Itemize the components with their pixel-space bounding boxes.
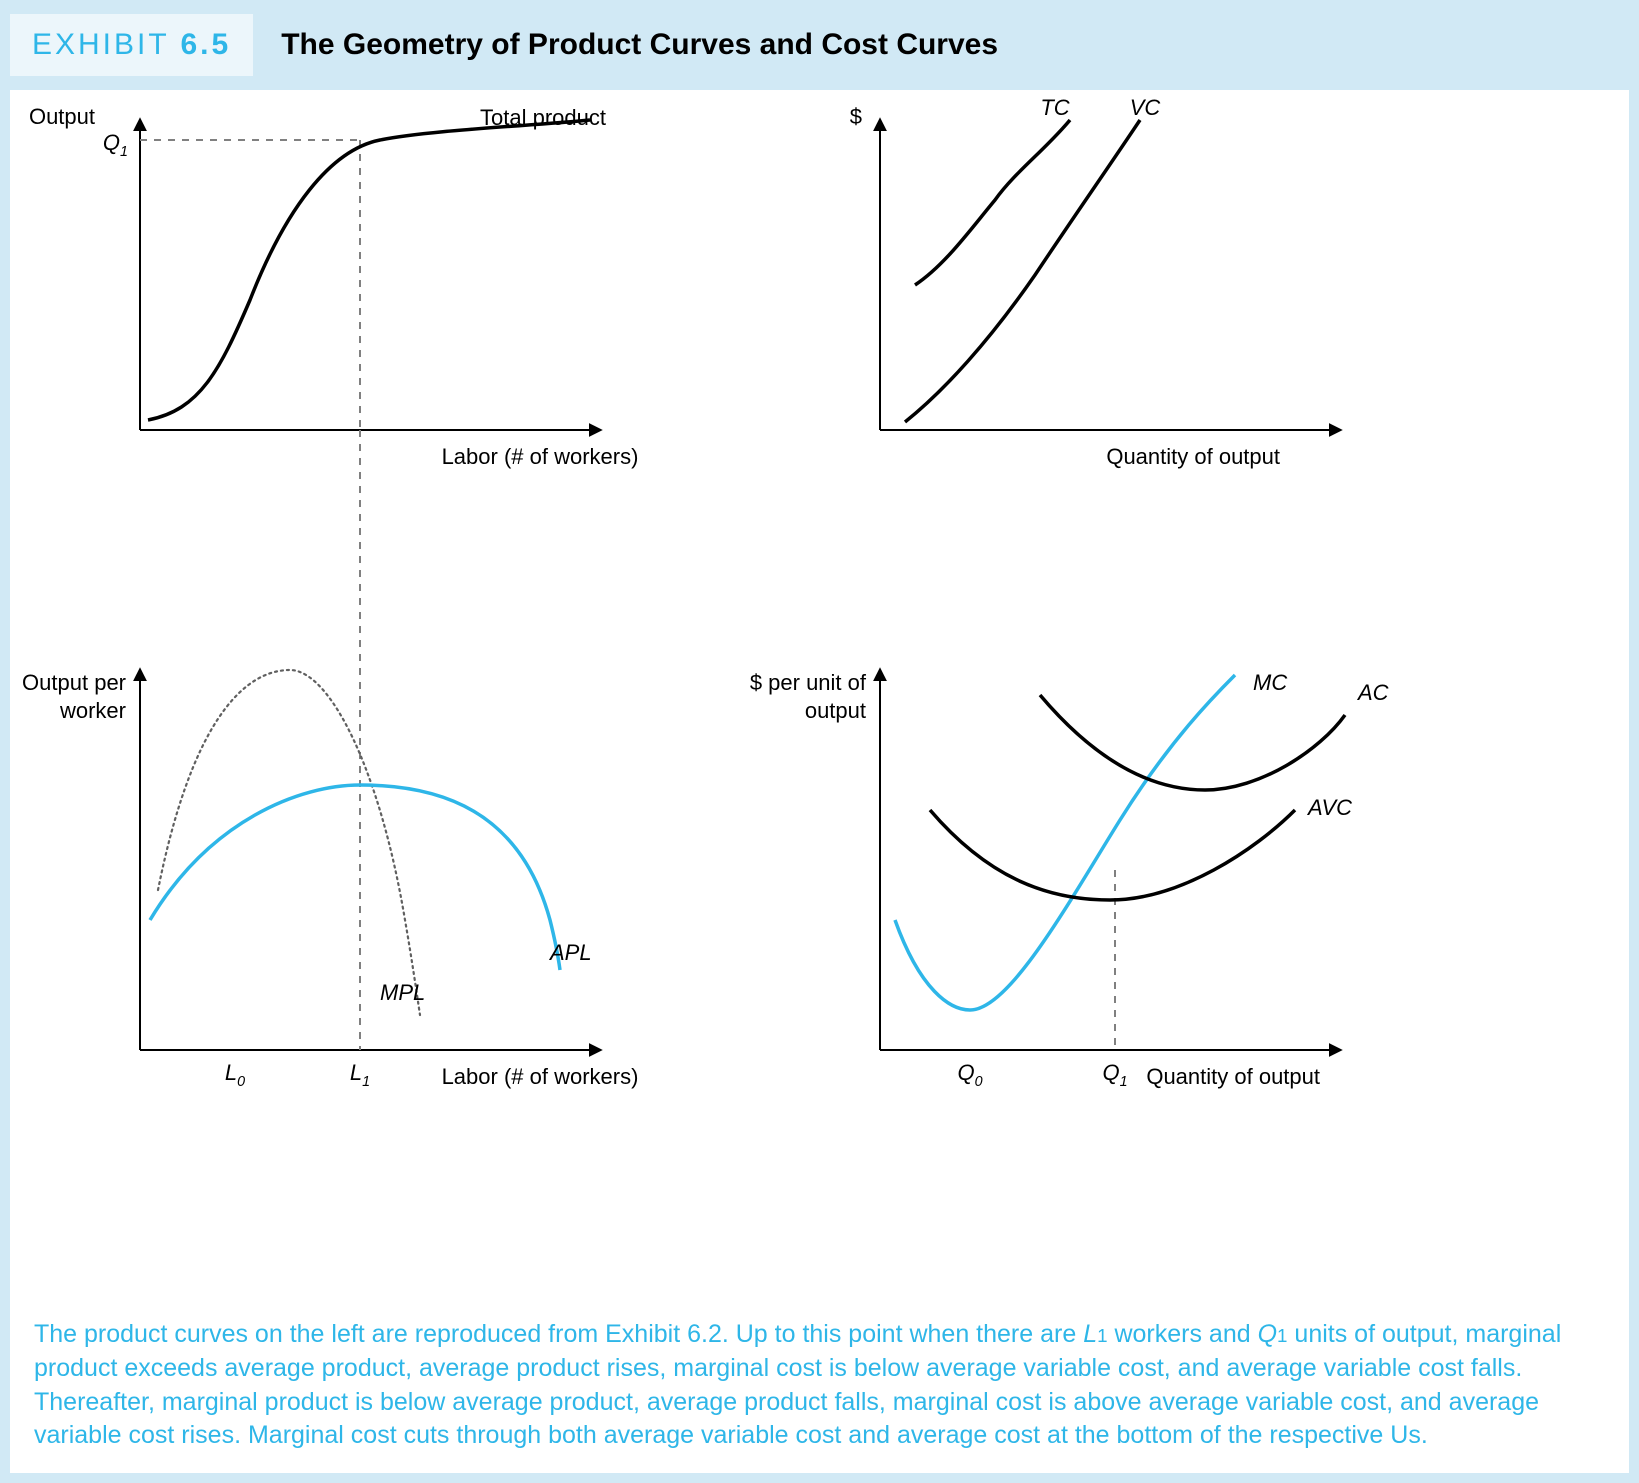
exhibit-badge: EXHIBIT 6.5: [10, 14, 253, 76]
exhibit-title: The Geometry of Product Curves and Cost …: [281, 28, 998, 62]
svg-text:output: output: [805, 698, 866, 723]
svg-text:L1: L1: [350, 1060, 370, 1090]
svg-text:MPL: MPL: [380, 980, 425, 1005]
svg-text:APL: APL: [548, 940, 592, 965]
svg-text:AC: AC: [1356, 680, 1389, 705]
svg-text:MC: MC: [1253, 670, 1287, 695]
svg-text:Total product: Total product: [480, 105, 606, 130]
svg-text:Output: Output: [29, 104, 95, 129]
exhibit-header: EXHIBIT 6.5 The Geometry of Product Curv…: [10, 10, 1629, 80]
svg-text:Output per: Output per: [22, 670, 126, 695]
svg-text:worker: worker: [59, 698, 126, 723]
svg-text:Q1: Q1: [103, 130, 128, 160]
figure-svg: Output Q1 Labor (# of workers) Total produc…: [10, 90, 1629, 1290]
svg-text:Labor (# of workers): Labor (# of workers): [442, 444, 639, 469]
svg-text:Quantity of output: Quantity of output: [1106, 444, 1280, 469]
exhibit-prefix: EXHIBIT: [32, 28, 169, 61]
svg-text:L0: L0: [225, 1060, 245, 1090]
svg-text:AVC: AVC: [1306, 795, 1352, 820]
exhibit-frame: EXHIBIT 6.5 The Geometry of Product Curv…: [0, 0, 1639, 1483]
svg-text:Q1: Q1: [1102, 1060, 1127, 1090]
caption-text: The product curves on the left are repro…: [34, 1318, 1605, 1453]
svg-text:$ per unit of: $ per unit of: [750, 670, 867, 695]
svg-text:VC: VC: [1130, 95, 1161, 120]
svg-text:Q0: Q0: [957, 1060, 982, 1090]
svg-text:Labor (# of workers): Labor (# of workers): [442, 1064, 639, 1089]
svg-text:Quantity of output: Quantity of output: [1146, 1064, 1320, 1089]
exhibit-panel: Output Q1 Labor (# of workers) Total produc…: [10, 90, 1629, 1473]
svg-text:TC: TC: [1040, 95, 1069, 120]
svg-text:$: $: [850, 104, 862, 129]
exhibit-number: 6.5: [181, 28, 232, 61]
